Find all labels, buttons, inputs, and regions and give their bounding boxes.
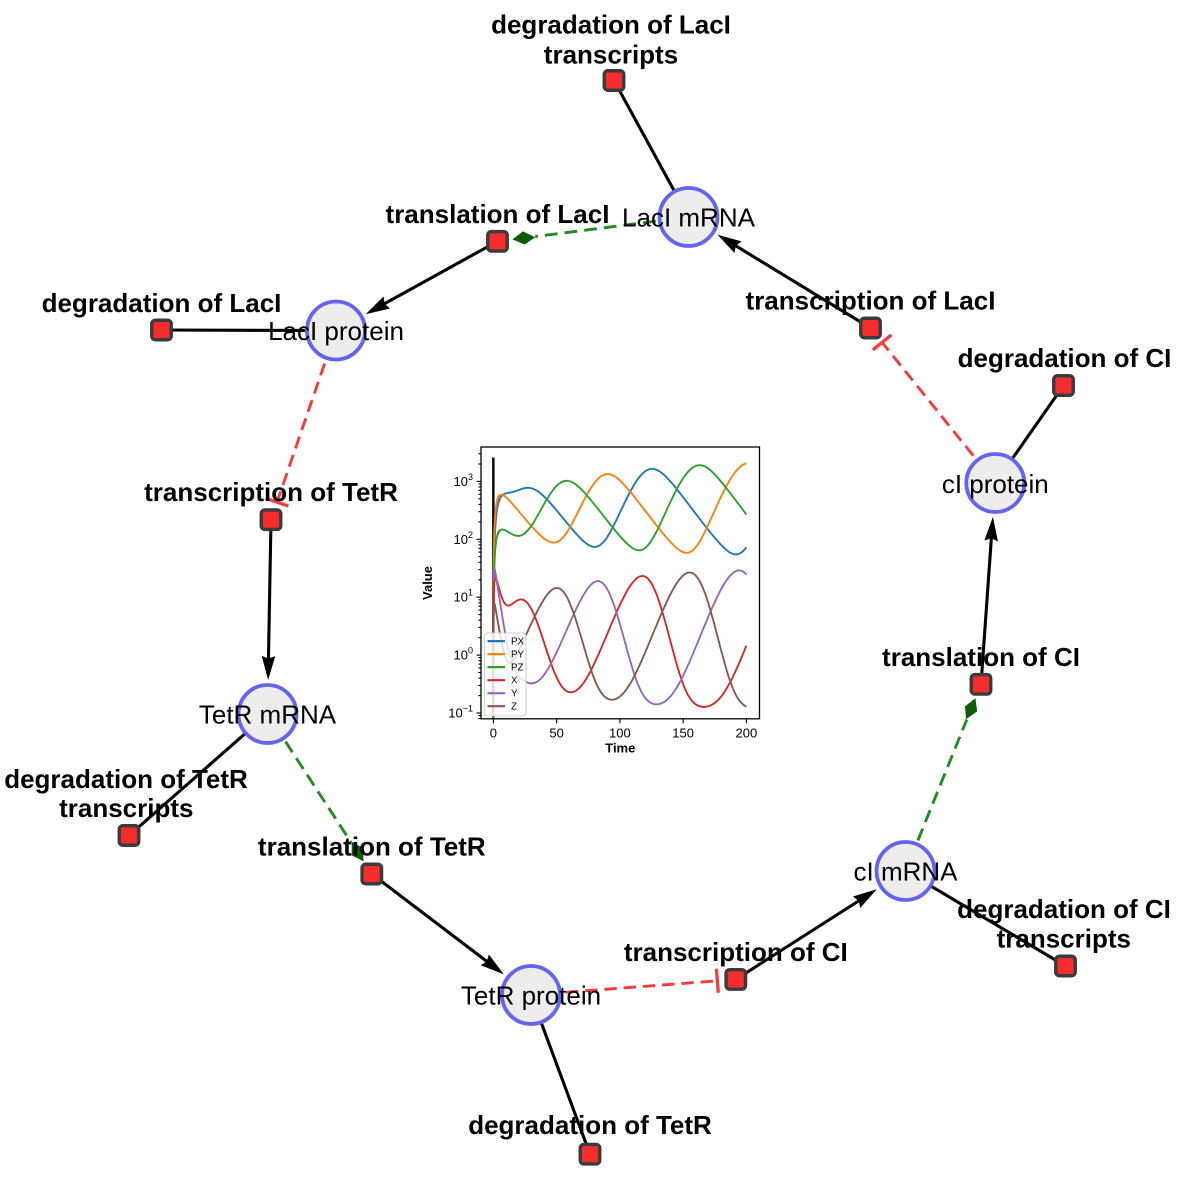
svg-text:50: 50 bbox=[549, 726, 563, 741]
svg-text:Z: Z bbox=[511, 702, 517, 713]
svg-text:degradation of LacI: degradation of LacI bbox=[42, 288, 282, 318]
svg-text:transcription of CI: transcription of CI bbox=[624, 937, 848, 967]
svg-text:200: 200 bbox=[736, 726, 758, 741]
svg-text:degradation of CI: degradation of CI bbox=[957, 894, 1171, 924]
svg-text:transcription of TetR: transcription of TetR bbox=[144, 477, 398, 507]
svg-text:transcription of LacI: transcription of LacI bbox=[746, 286, 996, 316]
svg-text:150: 150 bbox=[672, 726, 694, 741]
svg-text:cI mRNA: cI mRNA bbox=[854, 856, 959, 886]
svg-text:transcripts: transcripts bbox=[997, 923, 1131, 953]
svg-text:degradation of LacI: degradation of LacI bbox=[491, 10, 731, 40]
svg-text:PX: PX bbox=[511, 637, 525, 648]
svg-text:PY: PY bbox=[511, 650, 525, 661]
svg-text:translation of TetR: translation of TetR bbox=[258, 832, 486, 862]
svg-text:transcripts: transcripts bbox=[59, 793, 193, 823]
svg-text:X: X bbox=[511, 676, 518, 687]
svg-text:Time: Time bbox=[605, 740, 635, 755]
svg-text:cI protein: cI protein bbox=[942, 469, 1049, 499]
svg-text:translation of CI: translation of CI bbox=[882, 642, 1080, 672]
svg-text:transcripts: transcripts bbox=[544, 40, 678, 70]
svg-text:LacI mRNA: LacI mRNA bbox=[622, 202, 756, 232]
svg-text:translation of LacI: translation of LacI bbox=[386, 199, 610, 229]
svg-text:0: 0 bbox=[490, 726, 497, 741]
svg-text:100: 100 bbox=[609, 726, 631, 741]
svg-text:TetR protein: TetR protein bbox=[461, 980, 601, 1010]
svg-text:degradation of CI: degradation of CI bbox=[958, 343, 1172, 373]
svg-text:TetR mRNA: TetR mRNA bbox=[199, 699, 337, 729]
svg-text:degradation of TetR: degradation of TetR bbox=[4, 764, 248, 794]
svg-text:Y: Y bbox=[511, 689, 518, 700]
svg-text:Value: Value bbox=[420, 566, 435, 600]
svg-text:LacI protein: LacI protein bbox=[268, 316, 404, 346]
svg-text:degradation of TetR: degradation of TetR bbox=[468, 1110, 712, 1140]
svg-text:PZ: PZ bbox=[511, 663, 524, 674]
